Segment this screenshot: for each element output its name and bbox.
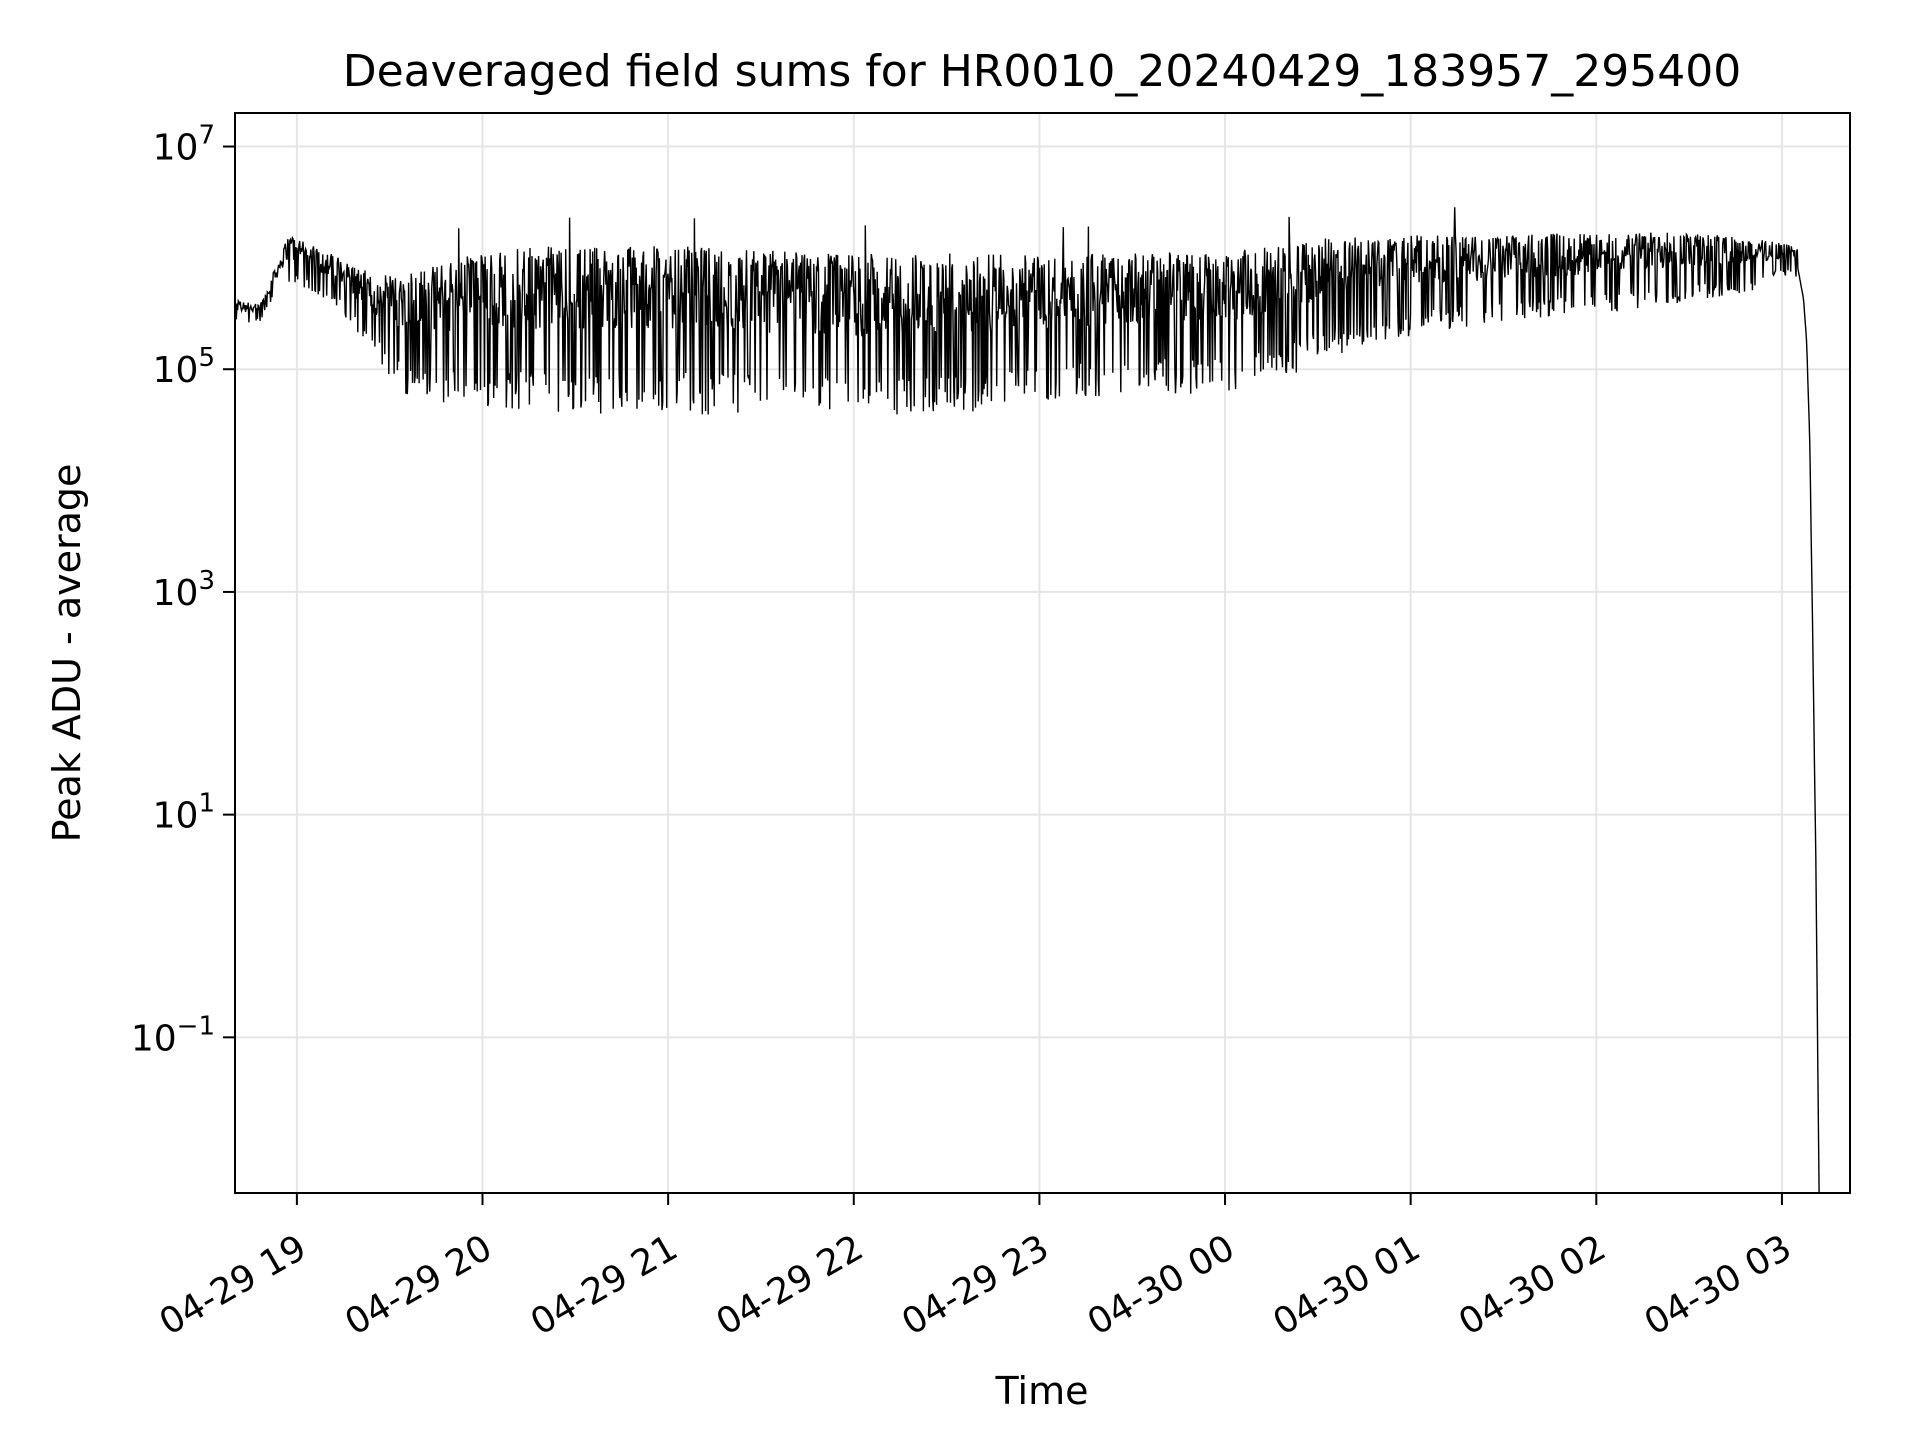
x-axis-label: Time <box>995 1369 1089 1413</box>
y-tick-label: 101 <box>153 789 215 837</box>
y-axis-label: Peak ADU - average <box>45 464 89 843</box>
x-tick-label: 04-29 22 <box>710 1227 871 1343</box>
x-tick-label: 04-30 03 <box>1638 1227 1799 1343</box>
x-tick-label: 04-29 23 <box>895 1227 1056 1343</box>
x-tick-label: 04-29 19 <box>153 1227 314 1343</box>
x-axis: 04-29 19 04-29 20 04-29 21 04-29 22 04-29 23… <box>153 1193 1799 1344</box>
x-tick-label: 04-29 21 <box>524 1227 685 1343</box>
y-tick-label: 107 <box>153 121 215 169</box>
chart-title: Deaveraged field sums for HR0010_2024042… <box>343 46 1742 97</box>
x-tick-label: 04-29 20 <box>338 1227 499 1343</box>
plot-frame <box>234 112 1851 1194</box>
y-axis: 107 105 103 101 10−1 <box>131 121 235 1059</box>
x-tick-label: 04-30 02 <box>1452 1227 1613 1343</box>
y-tick-label: 105 <box>153 343 215 391</box>
series-line <box>234 207 1820 1194</box>
x-tick-label: 04-30 00 <box>1081 1227 1242 1343</box>
series-layer <box>234 207 1820 1194</box>
x-tick-label: 04-30 01 <box>1266 1227 1427 1343</box>
y-tick-label: 103 <box>153 566 215 614</box>
y-tick-label: 10−1 <box>131 1011 215 1059</box>
